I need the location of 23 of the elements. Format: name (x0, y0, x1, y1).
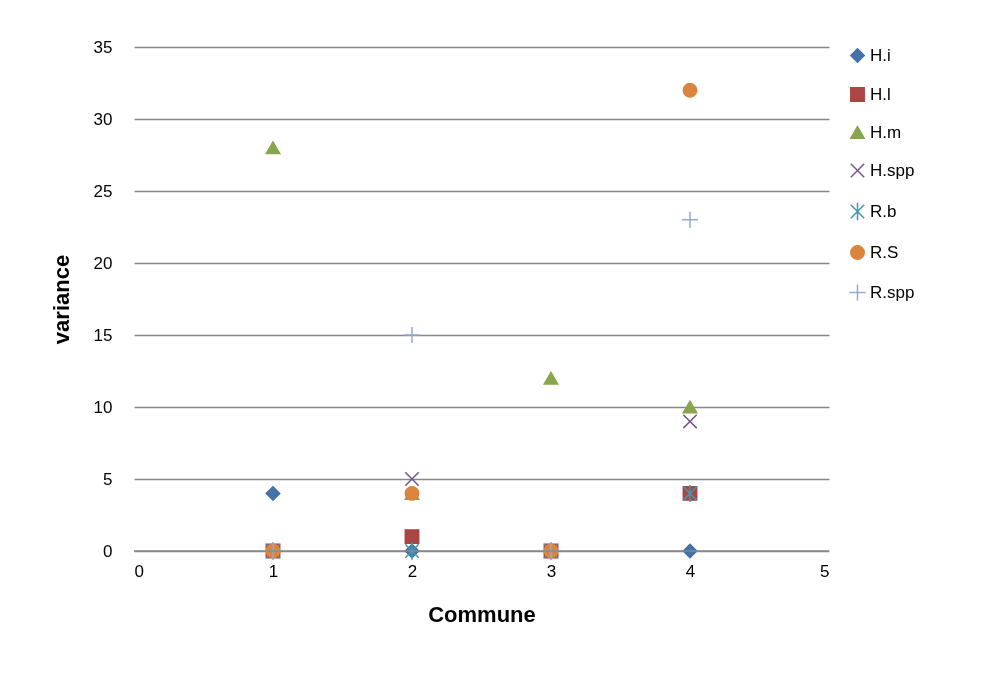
y-tick-label: 5 (103, 469, 113, 489)
x-tick-label: 2 (407, 561, 418, 581)
x-axis-title: Commune (428, 601, 536, 627)
x-tick-label: 3 (546, 561, 557, 581)
legend-label: R.b (870, 201, 897, 221)
legend-label: H.i (870, 45, 891, 65)
legend-label: R.spp (870, 282, 915, 302)
y-tick-label: 30 (93, 109, 113, 129)
y-axis-title: variance (48, 254, 74, 345)
x-tick-label: 0 (134, 561, 144, 581)
y-tick-label: 0 (103, 541, 113, 561)
y-tick-label: 35 (93, 37, 113, 57)
legend-label: H.spp (870, 160, 915, 180)
y-tick-label: 15 (93, 325, 113, 345)
x-tick-label: 1 (268, 561, 279, 581)
x-tick-label: 5 (820, 561, 830, 581)
x-tick-label: 4 (685, 561, 696, 581)
y-tick-label: 10 (93, 397, 113, 417)
y-tick-label: 20 (93, 253, 113, 273)
legend-label: H.m (870, 122, 902, 142)
legend-label: H.l (870, 84, 891, 104)
legend-label: R.S (870, 242, 899, 262)
y-tick-label: 25 (93, 181, 113, 201)
